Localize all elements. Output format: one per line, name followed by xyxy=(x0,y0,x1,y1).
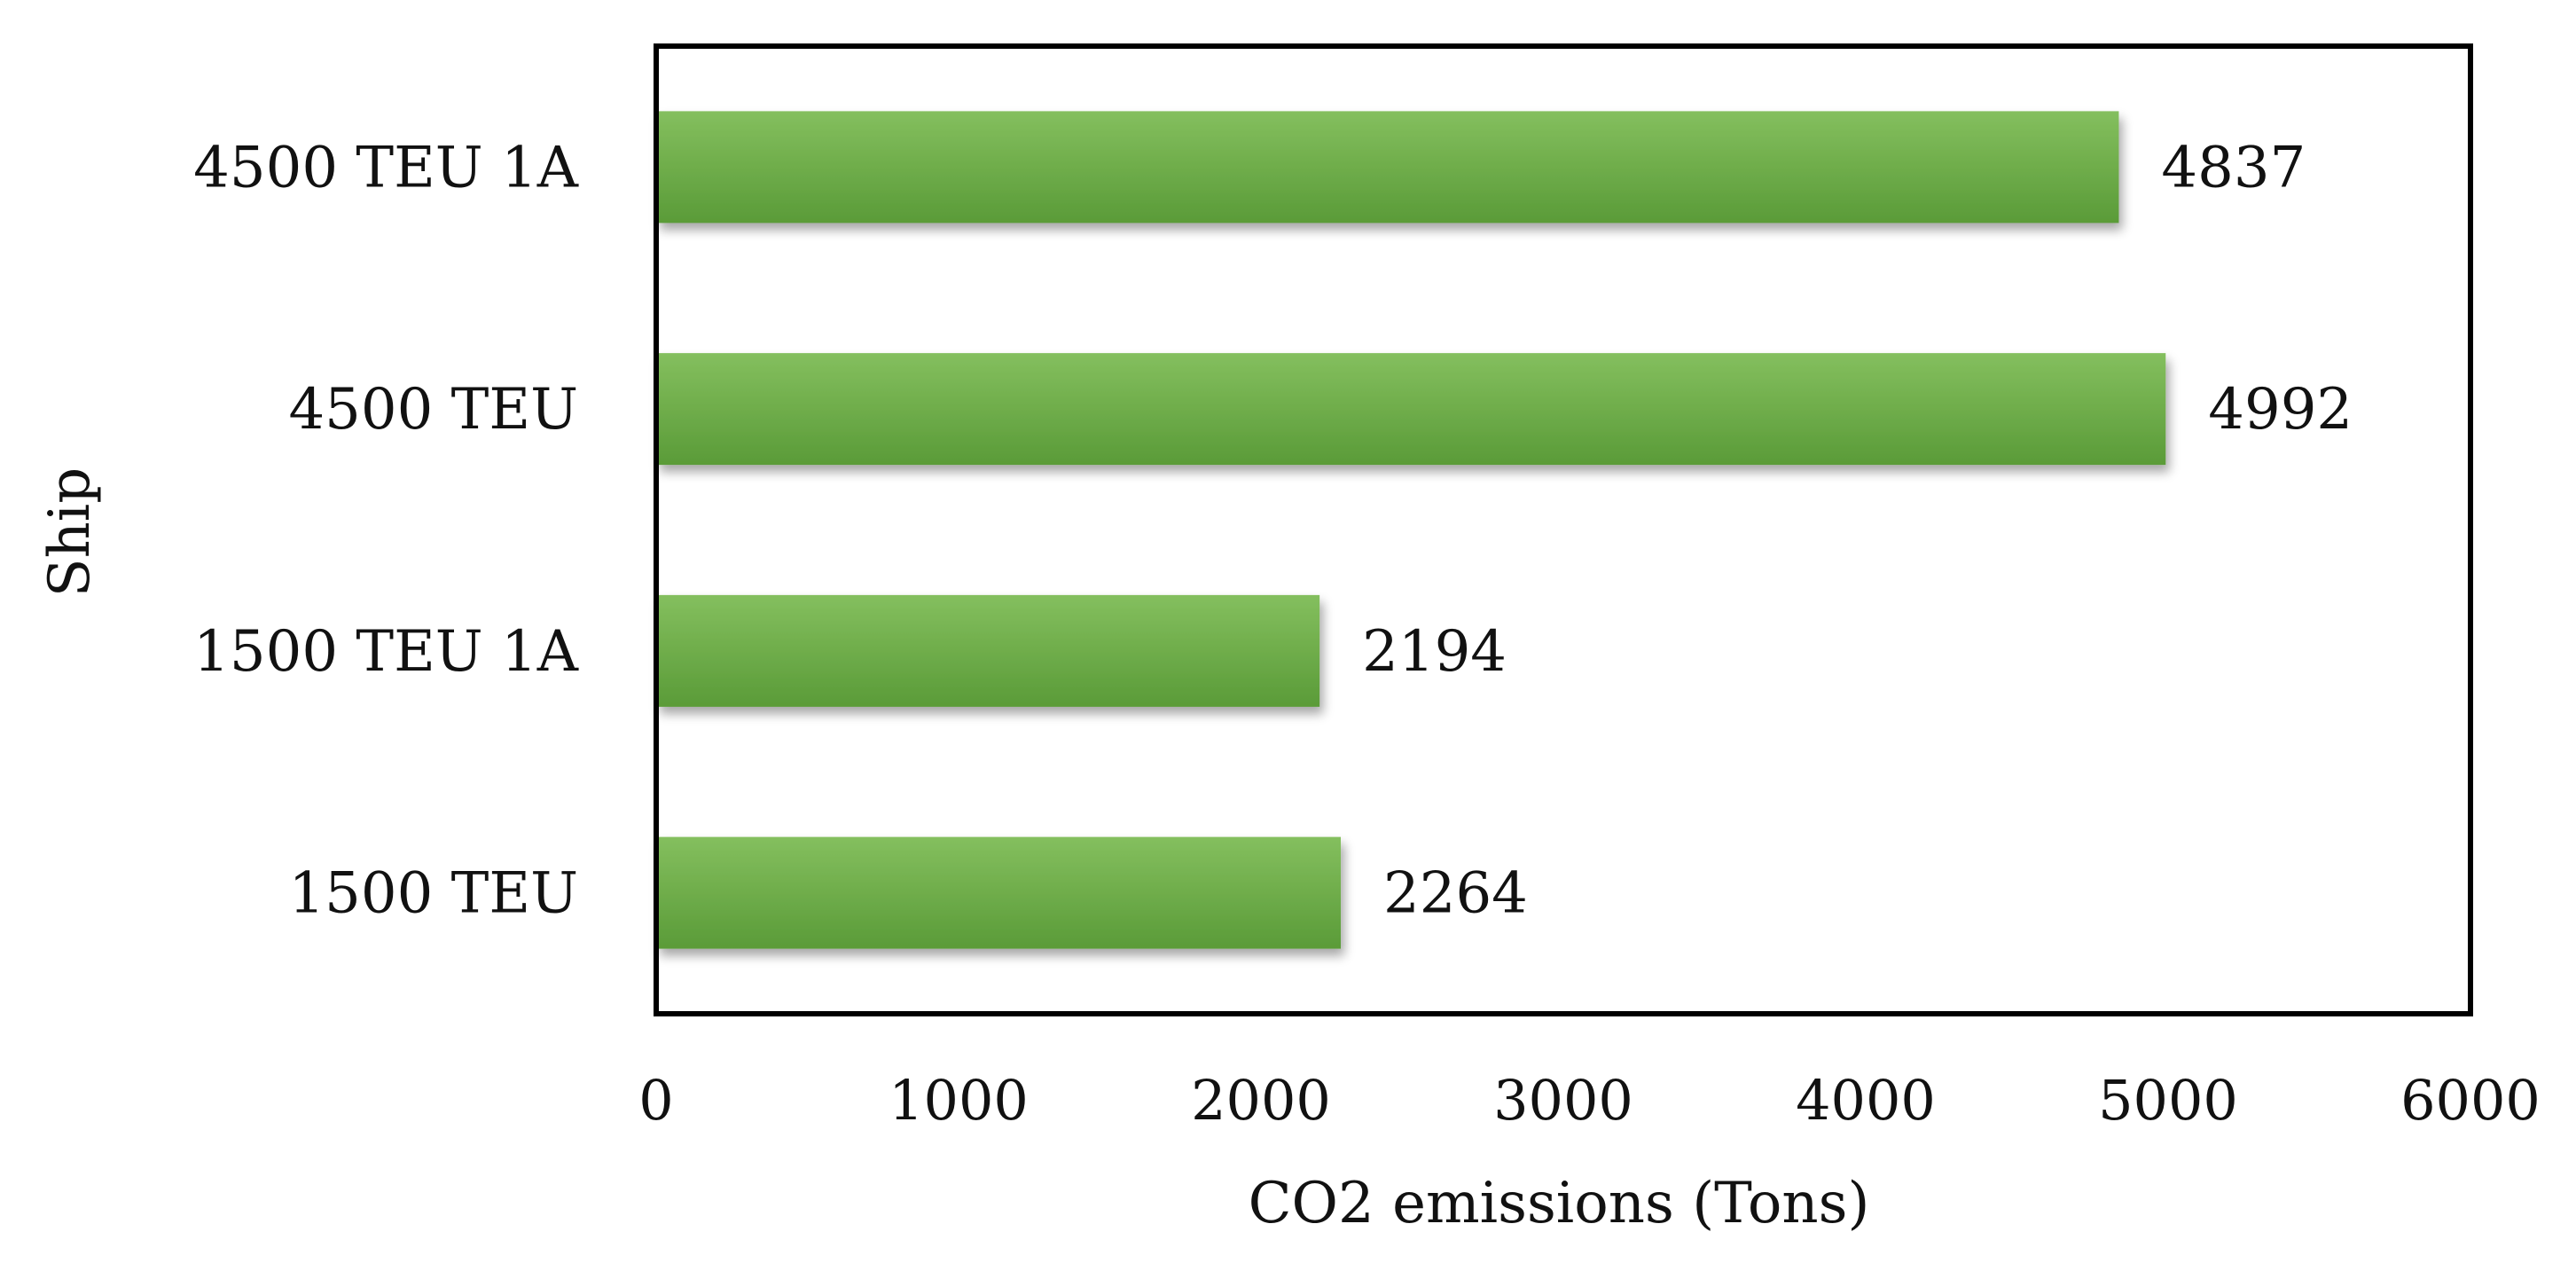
x-tick-label: 6000 xyxy=(2400,1068,2541,1133)
category-label: 4500 TEU xyxy=(288,377,578,443)
bar xyxy=(656,594,1320,707)
bar xyxy=(656,111,2119,224)
x-tick-label: 3000 xyxy=(1493,1068,1633,1133)
x-tick-labels-layer: 0 1000 2000 3000 4000 5000 6000 xyxy=(638,1068,2541,1133)
bar-value-label: 2264 xyxy=(1383,861,1528,927)
x-axis-title: CO2 emissions (Tons) xyxy=(1249,1171,1870,1236)
bar-value-label: 4992 xyxy=(2208,377,2353,443)
category-label: 4500 TEU 1A xyxy=(193,135,579,200)
data-labels-layer: 4837 4992 2194 2264 xyxy=(1362,135,2353,926)
bar xyxy=(656,353,2166,466)
x-tick-label: 4000 xyxy=(1796,1068,1936,1133)
plot-frame xyxy=(654,43,2473,1016)
x-tick-label: 1000 xyxy=(889,1068,1029,1133)
y-axis-title: Ship xyxy=(37,467,103,598)
bar xyxy=(656,836,1342,949)
x-tick-label: 2000 xyxy=(1191,1068,1331,1133)
bar-value-label: 4837 xyxy=(2161,135,2306,200)
category-label: 1500 TEU 1A xyxy=(193,619,579,685)
category-label: 1500 TEU xyxy=(288,861,578,927)
bars-layer xyxy=(656,111,2166,949)
category-labels-layer: 4500 TEU 1A 4500 TEU 1500 TEU 1A 1500 TEU xyxy=(193,135,579,926)
x-tick-label: 5000 xyxy=(2098,1068,2238,1133)
bar-value-label: 2194 xyxy=(1362,619,1507,685)
x-tick-label: 0 xyxy=(638,1068,673,1133)
